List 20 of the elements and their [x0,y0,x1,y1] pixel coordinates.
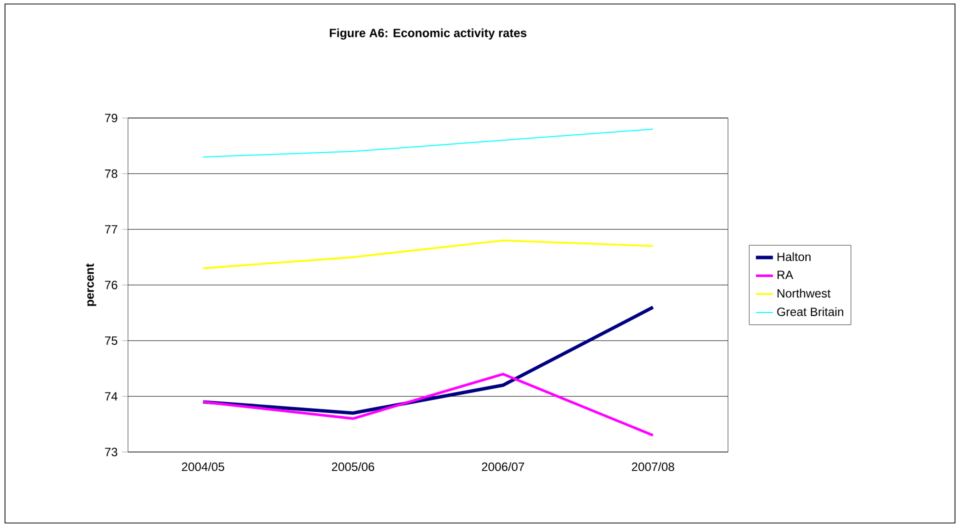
y-tick-label: 74 [105,392,118,400]
legend-label: Great Britain [777,307,844,316]
x-tick-label: 2005/06 [332,462,374,472]
line-series [202,128,654,158]
y-axis-title: percent [86,263,96,306]
legend-label: Northwest [778,288,831,298]
y-tick-label: 76 [105,280,118,290]
x-tick-label: 2006/07 [482,462,524,472]
y-tick-label: 78 [105,169,118,178]
x-tick-label: 2004/05 [182,462,224,472]
line-series [202,372,654,437]
y-tick-label: 79 [105,114,118,122]
y-tick-label: 75 [105,336,118,345]
y-tick-label: 73 [105,448,118,456]
chart-title: Figure A6: Economic activity rates [330,28,526,40]
legend-label: RA [778,270,794,279]
legend-label: Halton [778,252,811,262]
x-tick-label: 2007/08 [632,462,674,472]
line-series [202,240,654,270]
y-tick-label: 77 [105,225,118,234]
